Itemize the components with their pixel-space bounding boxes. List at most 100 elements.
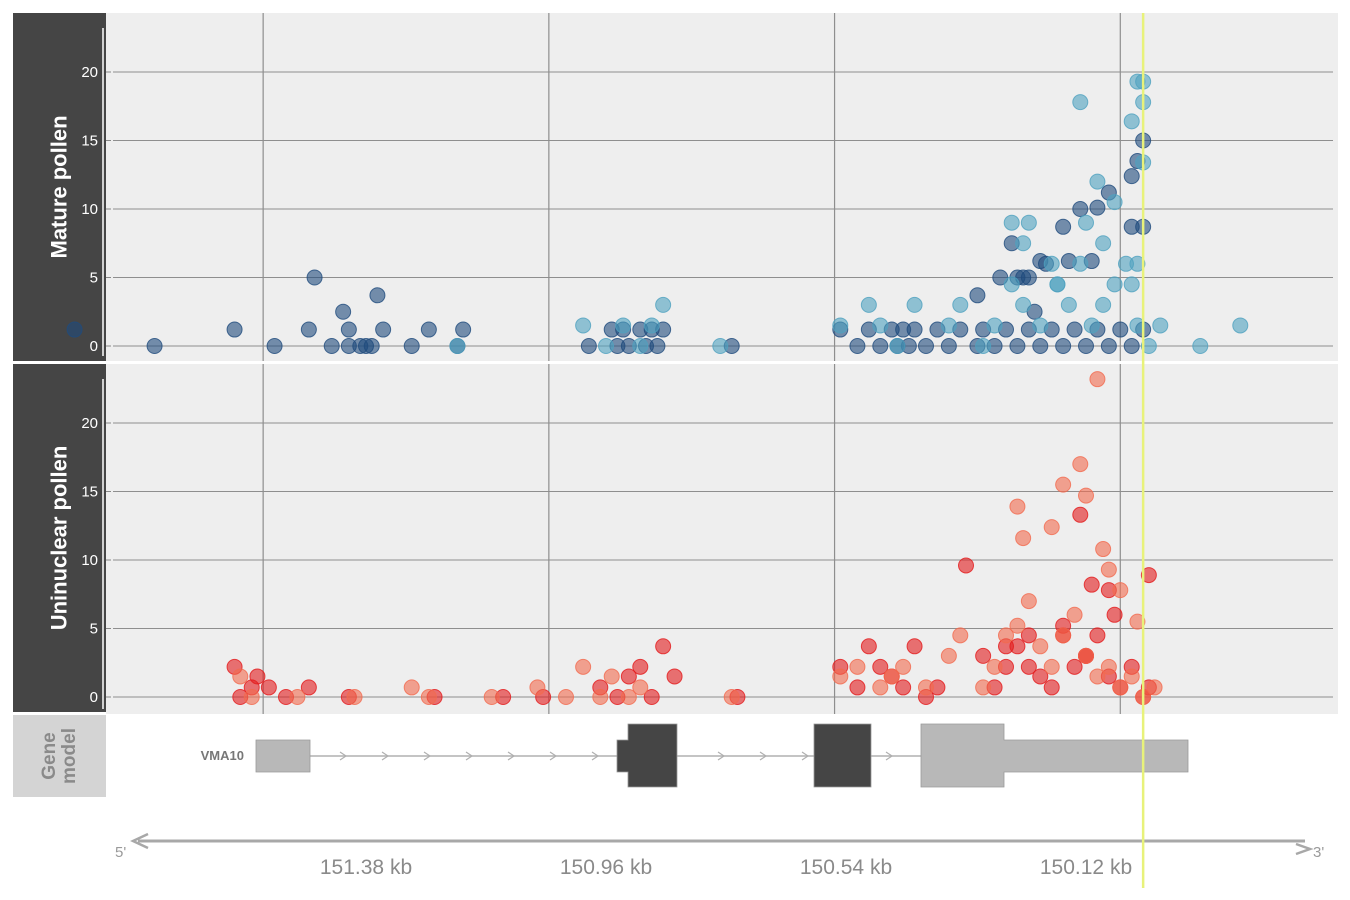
data-point	[906, 638, 923, 655]
data-point	[1003, 276, 1020, 293]
data-point	[1089, 173, 1106, 190]
strand-arrow	[801, 751, 810, 761]
uninuclear-panel-bg	[106, 364, 1338, 714]
data-point	[832, 668, 849, 685]
exon-block	[920, 723, 1189, 788]
data-point	[1083, 317, 1100, 334]
data-point	[849, 679, 866, 696]
data-point	[666, 668, 683, 685]
strand-arrow	[885, 751, 894, 761]
data-point	[872, 679, 889, 696]
data-point	[1049, 276, 1066, 293]
data-points	[66, 73, 1249, 705]
data-point	[1095, 296, 1112, 313]
data-point	[1020, 269, 1037, 286]
data-point	[883, 668, 900, 685]
y-tick-label: 20	[81, 64, 98, 81]
data-point	[632, 658, 649, 675]
data-point	[1100, 561, 1117, 578]
data-point	[1123, 668, 1140, 685]
data-point	[1078, 487, 1094, 504]
data-point	[1123, 168, 1140, 185]
data-point	[1129, 255, 1146, 272]
data-point	[1106, 606, 1123, 623]
data-point	[643, 689, 660, 705]
data-point	[1072, 506, 1089, 523]
data-point	[260, 679, 277, 696]
data-point	[375, 321, 392, 338]
exon-block	[616, 723, 678, 788]
data-point	[986, 658, 1003, 675]
data-point	[1043, 679, 1060, 696]
data-point	[1009, 617, 1026, 634]
exon-block	[255, 739, 311, 773]
data-point	[483, 689, 500, 705]
data-point	[1032, 338, 1049, 354]
data-point	[952, 627, 969, 644]
data-point	[1140, 567, 1157, 584]
data-point	[958, 557, 974, 574]
strand-arrow	[759, 751, 768, 761]
y-tick-label: 10	[81, 552, 98, 569]
data-point	[580, 338, 597, 354]
data-point	[455, 321, 472, 338]
data-point	[872, 338, 889, 354]
x-tick-label: 150.12 kb	[1040, 856, 1132, 879]
data-point	[603, 668, 620, 685]
data-point	[620, 689, 637, 705]
data-point	[952, 296, 969, 313]
data-point	[289, 689, 306, 705]
data-point	[1089, 199, 1106, 216]
data-point	[420, 689, 437, 705]
y-tick-label: 5	[90, 621, 98, 638]
y-tick-label: 10	[81, 201, 98, 218]
data-point	[529, 679, 546, 696]
data-point	[1055, 338, 1072, 354]
data-point	[449, 338, 466, 354]
data-point	[306, 269, 323, 286]
data-point	[1100, 658, 1117, 675]
data-point	[998, 627, 1014, 644]
data-point	[249, 668, 266, 685]
data-point	[895, 679, 912, 696]
y-tick-label: 20	[81, 415, 98, 432]
data-point	[723, 689, 740, 705]
data-point	[1009, 338, 1026, 354]
data-point	[369, 287, 386, 304]
data-point	[615, 317, 632, 334]
data-point	[849, 658, 866, 675]
data-point	[1060, 296, 1077, 313]
data-point	[1020, 214, 1037, 231]
data-point	[1083, 576, 1100, 593]
data-point	[940, 647, 957, 664]
data-point	[232, 668, 249, 685]
data-point	[906, 296, 923, 313]
data-point	[575, 658, 592, 675]
data-point	[1015, 530, 1032, 547]
strand-arrow	[717, 751, 726, 761]
data-point	[832, 317, 849, 334]
data-point	[712, 338, 729, 354]
data-point	[1066, 321, 1083, 338]
data-point	[1072, 94, 1089, 111]
data-point	[1106, 276, 1123, 293]
data-point	[1020, 593, 1037, 610]
data-point	[895, 658, 912, 675]
data-point	[986, 317, 1003, 334]
data-point	[300, 321, 317, 338]
data-point	[872, 317, 889, 334]
data-point	[649, 338, 666, 354]
data-point	[1146, 679, 1163, 696]
exon-block	[813, 723, 872, 788]
gene-name: VMA10	[201, 748, 244, 763]
data-point	[575, 317, 592, 334]
data-point	[655, 296, 672, 313]
data-point	[860, 296, 877, 313]
data-point	[226, 321, 243, 338]
five-prime-label: 5'	[115, 844, 126, 861]
axis-arrow-left	[130, 832, 149, 850]
data-point	[1043, 519, 1060, 536]
data-point	[146, 338, 163, 354]
uninuclear-pollen-strip: Uninuclear pollen	[13, 364, 106, 712]
x-tick-label: 150.54 kb	[800, 856, 892, 879]
